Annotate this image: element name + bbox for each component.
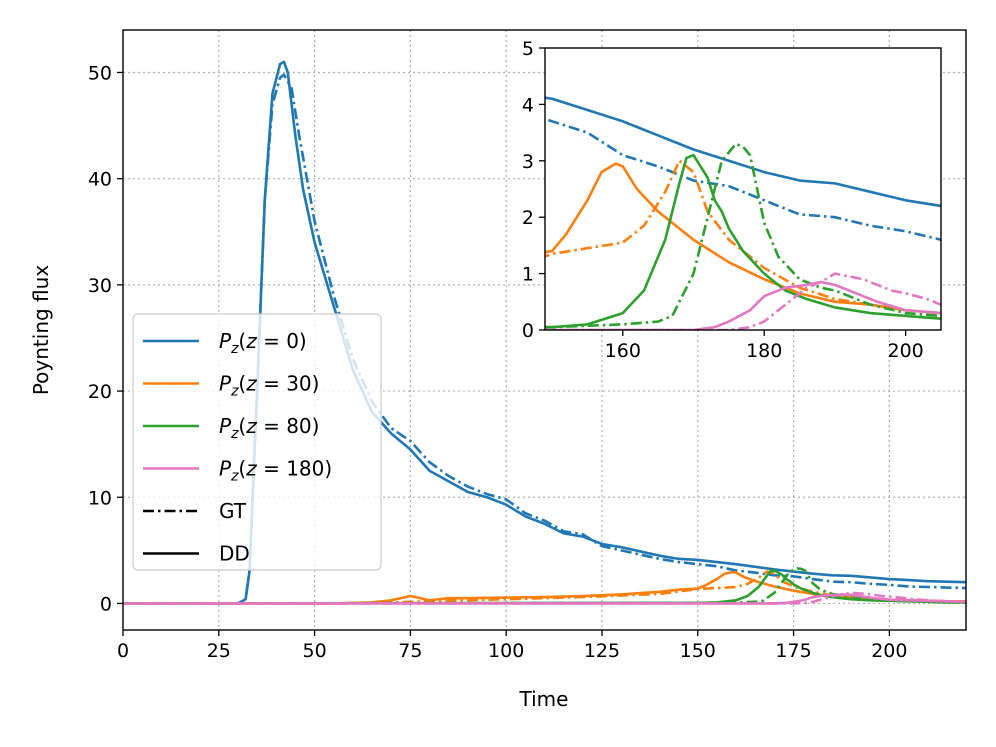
y-tick-label: 50 [88, 62, 112, 84]
inset-y-tick-label: 0 [522, 320, 534, 342]
x-tick-label: 125 [584, 640, 620, 662]
series-line [545, 117, 941, 242]
inset-background [545, 48, 941, 330]
inset-y-tick-label: 1 [522, 264, 534, 286]
series-line [123, 60, 966, 605]
legend-label: Pz(z = 0) [219, 329, 307, 357]
legend-entries: Pz(z = 0) Pz(z = 30) Pz(z = 80) Pz(z = 180)… [143, 329, 332, 566]
series-line [545, 96, 941, 208]
series-line [123, 591, 966, 605]
x-tick-label: 175 [775, 640, 811, 662]
y-tick-label: 10 [88, 487, 112, 509]
inset-y-tick-label: 3 [522, 151, 534, 173]
main-x-axis: 0 25 50 75 100 125 150 175 200 [117, 630, 907, 662]
main-plot-frame [122, 29, 967, 631]
inset-x-tick-label: 160 [605, 340, 641, 362]
series-line [123, 73, 966, 605]
main-series-group [123, 60, 966, 605]
legend-label: GT [219, 499, 247, 523]
x-axis-label: Time [519, 687, 569, 711]
legend-label: Pz(z = 30) [219, 372, 319, 400]
inset-plot-frame [544, 47, 942, 331]
x-tick-label: 200 [871, 640, 907, 662]
series-line [545, 162, 941, 315]
y-tick-label: 30 [88, 275, 112, 297]
inset-y-axis: 0 1 2 3 4 5 [522, 38, 545, 342]
series-line [545, 142, 941, 329]
x-tick-label: 0 [117, 640, 129, 662]
x-tick-label: 150 [680, 640, 716, 662]
x-tick-label: 50 [302, 640, 326, 662]
inset-y-tick-label: 4 [522, 94, 534, 116]
main-y-axis: 0 10 20 30 40 50 [88, 62, 123, 615]
x-tick-label: 100 [488, 640, 524, 662]
y-tick-label: 20 [88, 381, 112, 403]
series-line [545, 272, 941, 330]
x-tick-label: 25 [207, 640, 231, 662]
y-axis-label: Poynting flux [29, 265, 53, 395]
legend-label: Pz(z = 180) [219, 457, 332, 485]
inset-series-group [545, 96, 941, 330]
x-tick-label: 75 [398, 640, 422, 662]
y-tick-label: 0 [100, 593, 112, 615]
inset-x-axis: 160 180 200 [605, 330, 924, 362]
legend-box [132, 313, 382, 571]
legend-label: Pz(z = 80) [219, 414, 319, 442]
inset-x-tick-label: 200 [888, 340, 924, 362]
inset-x-tick-label: 180 [746, 340, 782, 362]
series-line [545, 153, 941, 329]
inset-y-tick-label: 5 [522, 38, 534, 60]
inset-y-tick-label: 2 [522, 207, 534, 229]
legend: Pz(z = 0) Pz(z = 30) Pz(z = 80) Pz(z = 180)… [132, 313, 382, 571]
y-tick-label: 40 [88, 169, 112, 191]
legend-label: DD [219, 542, 250, 566]
